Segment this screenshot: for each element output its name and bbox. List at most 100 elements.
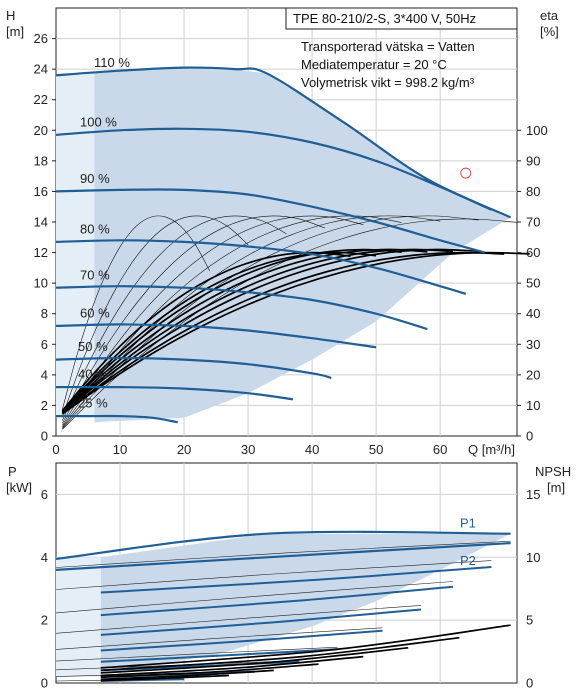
top-x-tick-2: 20 [177,442,191,457]
power-curve-p1 [55,530,511,560]
top-left-tick-10: 20 [34,123,48,138]
eta-curve-thin-5 [62,215,402,427]
speed-label-4: 70 % [80,267,110,282]
power-operating-region [100,533,511,674]
eta-curve-thin-3 [62,215,326,424]
bottom-right-tick-2: 10 [526,550,540,565]
top-right-axis-unit: [%] [540,24,559,39]
top-left-tick-12: 24 [34,62,48,77]
bottom-right-axis-unit: [m] [547,480,565,495]
top-left-tick-1: 2 [41,398,48,413]
top-left-tick-0: 0 [41,429,48,444]
speed-curve-8 [56,414,178,424]
speed-curves: 110 % 100 % 90 % 80 % 70 % 60 % 50 % 40 % 25 % [55,55,512,424]
npsh-curve-3 [100,655,364,677]
speed-label-8: 25 % [78,396,108,411]
power-label-p1: P1 [460,515,476,530]
eta-curve-thick-7 [61,251,530,415]
npsh-curve-6 [100,674,229,682]
info-line-1: Transporterad vätska = Vatten [301,39,475,54]
info-line-3: Volymetrisk vikt = 998.2 kg/m³ [301,75,475,90]
p-blue-5 [100,648,338,663]
top-left-tick-13: 26 [34,31,48,46]
top-right-tick-1: 10 [526,398,540,413]
chart-title: TPE 80-210/2-S, 3*400 V, 50Hz [293,11,476,26]
power-curve-p2 [55,542,511,571]
duty-point-marker [460,167,472,179]
power-curves: P1 P2 [55,515,511,682]
top-right-tick-0: 0 [526,429,533,444]
npsh-curve-2 [100,646,409,674]
top-left-tick-5: 10 [34,276,48,291]
p-blue-1 [100,566,492,594]
p-blue-4 [100,629,383,652]
info-line-2: Mediatemperatur = 20 °C [301,57,447,72]
x-axis-title: Q [m³/h] [468,442,515,457]
npsh-curve-4 [100,663,319,679]
top-left-tick-11: 22 [34,92,48,107]
top-left-tick-2: 4 [41,367,48,382]
operating-area [56,67,511,423]
top-right-tick-4: 40 [526,306,540,321]
title-box [285,7,518,30]
top-left-tick-7: 14 [34,215,48,230]
min-flow-region [56,72,95,418]
p-blue-3 [100,608,422,636]
top-left-axis-title: H [6,8,15,23]
eta-curve-thick-2 [61,248,402,413]
bottom-right-tick-0: 0 [526,676,533,691]
top-right-tick-2: 20 [526,367,540,382]
axis-ticks: 0246810121416182022242601020304050607080… [34,31,548,690]
top-left-tick-3: 6 [41,337,48,352]
top-x-tick-1: 10 [113,442,127,457]
bottom-right-tick-3: 15 [526,487,540,502]
top-x-tick-3: 30 [241,442,255,457]
eta-curve-thick-4 [61,248,454,414]
bottom-left-tick-1: 2 [41,613,48,628]
top-right-tick-7: 70 [526,215,540,230]
power-label-p2: P2 [460,553,476,568]
eta-curve-thick-3 [61,248,428,413]
speed-label-1: 100 % [80,114,117,129]
speed-label-5: 60 % [80,306,110,321]
speed-label-7: 40 % [78,367,108,382]
p2-thin-2 [55,581,454,614]
speed-curve-3 [55,239,467,295]
top-left-tick-4: 8 [41,306,48,321]
p2-thin-1 [55,560,492,590]
top-right-tick-9: 90 [526,153,540,168]
top-right-tick-6: 60 [526,245,540,260]
p2-thin-4 [55,627,383,650]
top-left-tick-9: 18 [34,153,48,168]
npsh-curve-5 [100,669,274,681]
top-x-tick-5: 50 [369,442,383,457]
bottom-left-tick-3: 6 [41,487,48,502]
efficiency-curves [61,215,530,430]
bottom-left-axis-unit: [kW] [6,480,32,495]
eta-curve-thin-6 [62,215,441,428]
top-left-tick-8: 16 [34,184,48,199]
speed-label-0: 110 % [94,55,130,70]
speed-curve-6 [55,356,332,379]
p2-thin-5 [55,646,338,662]
top-right-tick-5: 50 [526,276,540,291]
bottom-left-tick-0: 0 [41,676,48,691]
npsh-curve-0 [100,624,511,669]
bottom-left-tick-2: 4 [41,550,48,565]
eta-curve-thin-0 [62,215,210,410]
speed-curve-4 [55,285,428,331]
operating-region [94,67,511,423]
speed-curve-1 [55,127,492,211]
top-right-tick-10: 100 [526,123,548,138]
top-right-tick-3: 30 [526,337,540,352]
top-right-tick-8: 80 [526,184,540,199]
speed-label-6: 50 % [78,339,108,354]
bottom-right-tick-1: 5 [526,613,533,628]
power-area [56,533,511,677]
bottom-right-axis-title: NPSH [535,464,571,479]
top-left-axis-unit: [m] [6,24,24,39]
top-left-tick-6: 12 [34,245,48,260]
bottom-left-axis-title: P [8,464,17,479]
speed-curve-2 [55,188,486,254]
